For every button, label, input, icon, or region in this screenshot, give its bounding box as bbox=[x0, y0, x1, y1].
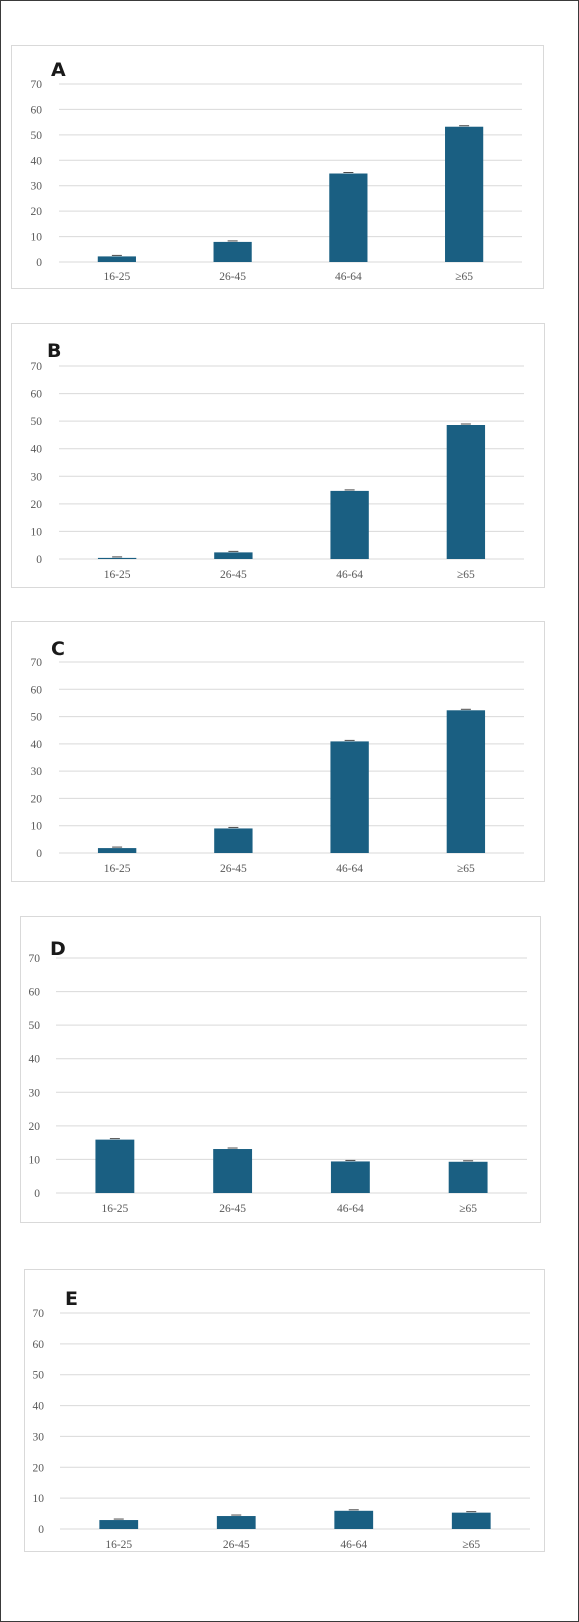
bar-chart-b: 0 10 20 30 40 50 60 70 16-25 26-45 46-64 ≥65 bbox=[31, 361, 524, 581]
x-tick-label: ≥65 bbox=[457, 569, 475, 581]
bar bbox=[451, 1512, 491, 1529]
y-tick-label: 20 bbox=[31, 206, 43, 218]
x-tick-label: 16-25 bbox=[105, 1539, 132, 1551]
bar bbox=[329, 173, 368, 262]
bar bbox=[213, 241, 252, 262]
y-tick-label: 20 bbox=[29, 1121, 41, 1133]
bar-chart-d: 0 10 20 30 40 50 60 70 16-25 26-45 46-64 ≥65 bbox=[29, 953, 527, 1215]
y-tick-label: 0 bbox=[34, 1188, 40, 1200]
y-tick-label: 10 bbox=[31, 821, 43, 833]
x-tick-label: 26-45 bbox=[219, 271, 246, 283]
bar bbox=[214, 552, 253, 559]
y-tick-label: 20 bbox=[31, 499, 43, 511]
y-tick-label: 30 bbox=[31, 181, 43, 193]
y-tick-label: 70 bbox=[33, 1308, 45, 1320]
x-tick-label: 46-64 bbox=[336, 569, 363, 581]
y-tick-label: 30 bbox=[31, 471, 43, 483]
y-tick-label: 30 bbox=[29, 1087, 41, 1099]
bar bbox=[330, 741, 369, 853]
bar bbox=[445, 126, 484, 262]
y-tick-label: 60 bbox=[29, 987, 41, 999]
y-tick-label: 70 bbox=[29, 953, 41, 965]
bar bbox=[330, 490, 369, 559]
y-tick-label: 10 bbox=[31, 232, 43, 244]
bar bbox=[95, 1139, 135, 1193]
y-tick-label: 40 bbox=[29, 1054, 41, 1066]
bar bbox=[213, 1149, 253, 1193]
bar bbox=[446, 425, 486, 559]
y-tick-label: 0 bbox=[38, 1524, 44, 1536]
x-tick-label: ≥65 bbox=[457, 863, 475, 875]
x-tick-label: ≥65 bbox=[459, 1203, 477, 1215]
x-tick-label: 46-64 bbox=[340, 1539, 367, 1551]
bar bbox=[446, 710, 486, 853]
panel-label-e: E bbox=[65, 1288, 78, 1310]
x-tick-label: 26-45 bbox=[219, 1203, 246, 1215]
y-tick-label: 70 bbox=[31, 657, 43, 669]
y-tick-label: 50 bbox=[31, 416, 43, 428]
panel-label-a: A bbox=[51, 59, 66, 81]
y-tick-label: 20 bbox=[33, 1462, 45, 1474]
chart-panel-d: D 0 10 20 30 40 50 60 70 16-25 26-45 46-64 ≥65 bbox=[20, 916, 541, 1223]
chart-panel-a: A 0 10 20 30 40 50 60 70 16-25 26-45 46-64 ≥65 bbox=[11, 45, 544, 289]
bar-chart-e: 0 10 20 30 40 50 60 70 16-25 26-45 46-64 ≥65 bbox=[33, 1308, 530, 1551]
y-tick-label: 10 bbox=[29, 1154, 41, 1166]
x-tick-label: 16-25 bbox=[104, 863, 131, 875]
y-tick-label: 30 bbox=[31, 766, 43, 778]
bar bbox=[97, 848, 137, 853]
chart-panel-e: E 0 10 20 30 40 50 60 70 16-25 26-45 46-64 ≥65 bbox=[24, 1269, 545, 1552]
y-tick-label: 10 bbox=[31, 526, 43, 538]
bar-chart-c: 0 10 20 30 40 50 60 70 16-25 26-45 46-64 ≥65 bbox=[31, 657, 524, 875]
x-tick-label: ≥65 bbox=[455, 271, 473, 283]
x-tick-label: 26-45 bbox=[220, 569, 247, 581]
y-tick-label: 60 bbox=[31, 389, 43, 401]
y-tick-label: 0 bbox=[36, 848, 42, 860]
bar bbox=[334, 1510, 374, 1529]
x-tick-label: ≥65 bbox=[462, 1539, 480, 1551]
bar bbox=[99, 1520, 139, 1529]
y-tick-label: 30 bbox=[33, 1431, 45, 1443]
y-tick-label: 0 bbox=[36, 554, 42, 566]
x-tick-label: 16-25 bbox=[101, 1203, 128, 1215]
y-tick-label: 40 bbox=[31, 155, 43, 167]
y-tick-label: 60 bbox=[33, 1339, 45, 1351]
bar bbox=[448, 1161, 488, 1193]
x-tick-label: 26-45 bbox=[223, 1539, 250, 1551]
y-tick-label: 40 bbox=[33, 1401, 45, 1413]
y-tick-label: 20 bbox=[31, 793, 43, 805]
panel-label-c: C bbox=[51, 638, 65, 660]
bar bbox=[214, 828, 253, 853]
x-tick-label: 46-64 bbox=[336, 863, 363, 875]
y-tick-label: 70 bbox=[31, 361, 43, 373]
bar-chart-a: 0 10 20 30 40 50 60 70 16-25 26-45 46-64 ≥65 bbox=[31, 79, 522, 283]
y-tick-label: 10 bbox=[33, 1493, 45, 1505]
x-tick-label: 16-25 bbox=[103, 271, 130, 283]
y-tick-label: 50 bbox=[31, 130, 43, 142]
chart-panel-c: C 0 10 20 30 40 50 60 70 16-25 26-45 46-64 ≥65 bbox=[11, 621, 545, 882]
y-tick-label: 50 bbox=[31, 712, 43, 724]
panel-label-b: B bbox=[47, 340, 62, 362]
x-tick-label: 46-64 bbox=[337, 1203, 364, 1215]
chart-panel-b: B 0 10 20 30 40 50 60 70 16-25 26-45 46-64 ≥65 bbox=[11, 323, 545, 588]
bar bbox=[97, 256, 136, 262]
panel-label-d: D bbox=[50, 938, 66, 960]
y-tick-label: 60 bbox=[31, 684, 43, 696]
x-tick-label: 26-45 bbox=[220, 863, 247, 875]
x-tick-label: 46-64 bbox=[335, 271, 362, 283]
y-tick-label: 50 bbox=[29, 1020, 41, 1032]
y-tick-label: 0 bbox=[36, 257, 42, 269]
y-tick-label: 40 bbox=[31, 444, 43, 456]
y-tick-label: 50 bbox=[33, 1370, 45, 1382]
y-tick-label: 40 bbox=[31, 739, 43, 751]
y-tick-label: 60 bbox=[31, 104, 43, 116]
bar bbox=[97, 557, 137, 559]
x-tick-label: 16-25 bbox=[104, 569, 131, 581]
bar bbox=[216, 1516, 256, 1529]
y-tick-label: 70 bbox=[31, 79, 43, 91]
bar bbox=[330, 1161, 370, 1193]
